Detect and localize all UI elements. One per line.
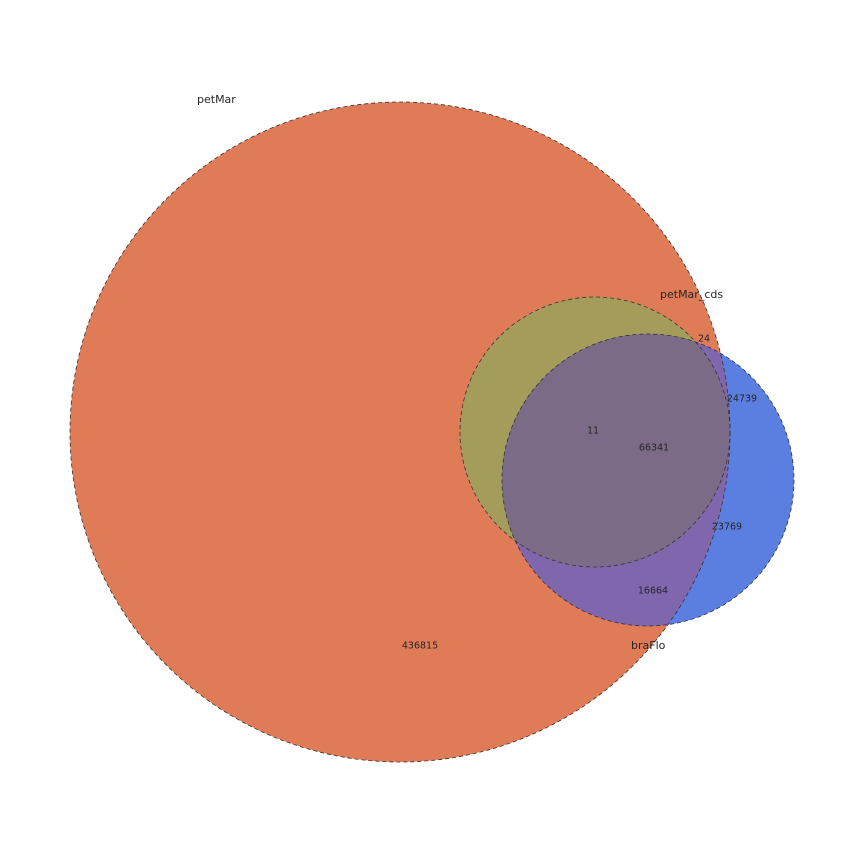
braFlo-outline	[501, 333, 795, 627]
region-count-braFlo-only: 23769	[712, 522, 742, 533]
region-count-all-three: 66341	[639, 443, 669, 454]
region-count-petMar-cds: 24	[698, 334, 710, 345]
set-label-petMar-cds: petMar_cds	[660, 288, 723, 301]
petMar-cds-outline	[459, 296, 731, 568]
set-label-braFlo: braFlo	[631, 639, 666, 652]
region-count-cds-braFlo: 24739	[727, 394, 757, 405]
region-count-cds-only: 11	[587, 426, 599, 437]
region-count-petMar-only: 436815	[402, 641, 438, 652]
region-count-petMar-braFlo: 16664	[638, 586, 668, 597]
set-label-petMar: petMar	[197, 93, 236, 106]
